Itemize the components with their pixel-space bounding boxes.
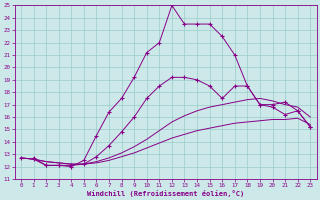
X-axis label: Windchill (Refroidissement éolien,°C): Windchill (Refroidissement éolien,°C) — [87, 190, 244, 197]
